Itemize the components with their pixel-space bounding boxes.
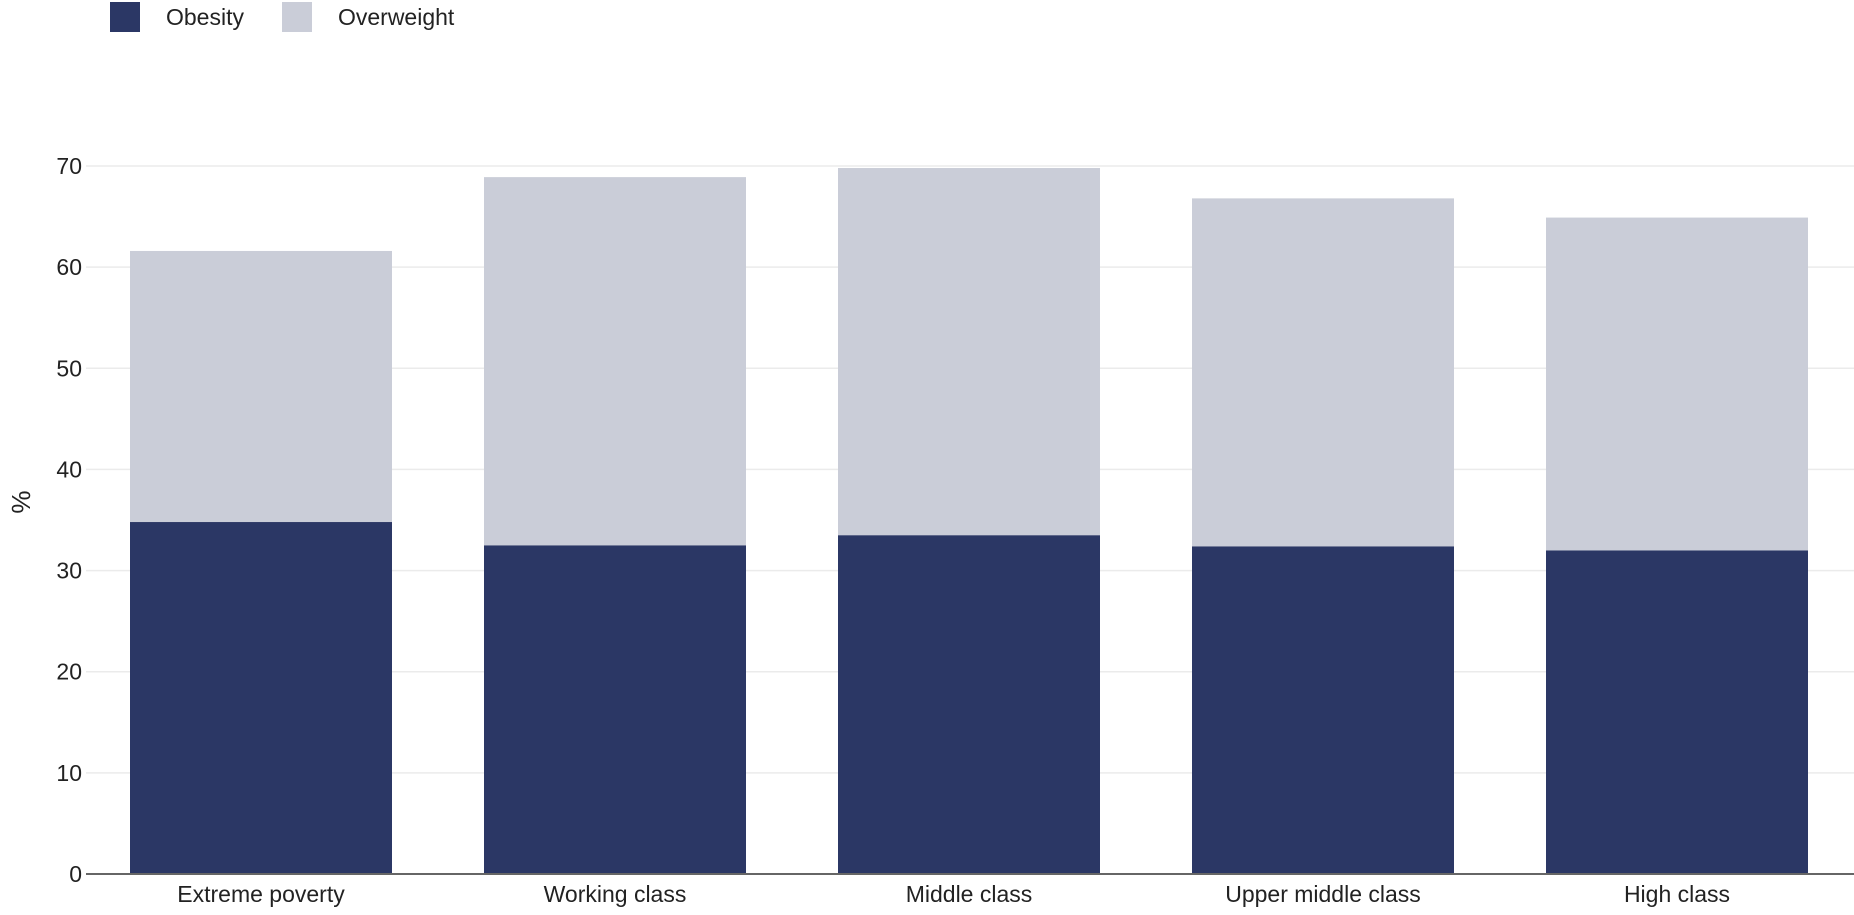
bar-obesity-upper-middle-class[interactable]: [1192, 546, 1454, 874]
x-tick-label: Extreme poverty: [177, 881, 345, 907]
bar-overweight-upper-middle-class[interactable]: [1192, 198, 1454, 547]
x-axis-ticks: Extreme poverty Working class Middle class…: [177, 881, 1730, 907]
y-axis-title: %: [6, 490, 36, 513]
bar-overweight-high-class[interactable]: [1546, 217, 1808, 551]
y-tick-label: 50: [56, 355, 82, 381]
bar-overweight-extreme-poverty[interactable]: [130, 250, 392, 523]
x-tick-label: Working class: [544, 881, 687, 907]
bar-obesity-middle-class[interactable]: [838, 535, 1100, 874]
legend-label-obesity: Obesity: [166, 3, 244, 30]
y-tick-label: 70: [56, 153, 82, 179]
legend-item-obesity[interactable]: Obesity: [110, 2, 244, 32]
y-tick-label: 0: [69, 861, 82, 887]
bars: [130, 168, 1808, 874]
legend-label-overweight: Overweight: [337, 3, 455, 30]
bar-overweight-middle-class[interactable]: [838, 168, 1100, 536]
bar-obesity-working-class[interactable]: [484, 545, 746, 874]
y-tick-label: 40: [56, 456, 82, 482]
x-tick-label: Middle class: [906, 881, 1033, 907]
y-tick-label: 10: [56, 760, 82, 786]
x-tick-label: High class: [1624, 881, 1730, 907]
x-tick-label: Upper middle class: [1225, 881, 1421, 907]
y-tick-label: 20: [56, 659, 82, 685]
y-axis-ticks: 0 10 20 30 40 50 60 70: [56, 153, 82, 887]
bar-obesity-high-class[interactable]: [1546, 550, 1808, 874]
legend-swatch-overweight: [281, 2, 312, 32]
y-tick-label: 30: [56, 558, 82, 584]
bar-overweight-working-class[interactable]: [484, 177, 746, 546]
chart-legend: Obesity Overweight: [110, 2, 492, 32]
bar-obesity-extreme-poverty[interactable]: [130, 522, 392, 874]
y-tick-label: 60: [56, 254, 82, 280]
legend-item-overweight[interactable]: Overweight: [281, 2, 455, 32]
legend-swatch-obesity: [110, 2, 140, 32]
